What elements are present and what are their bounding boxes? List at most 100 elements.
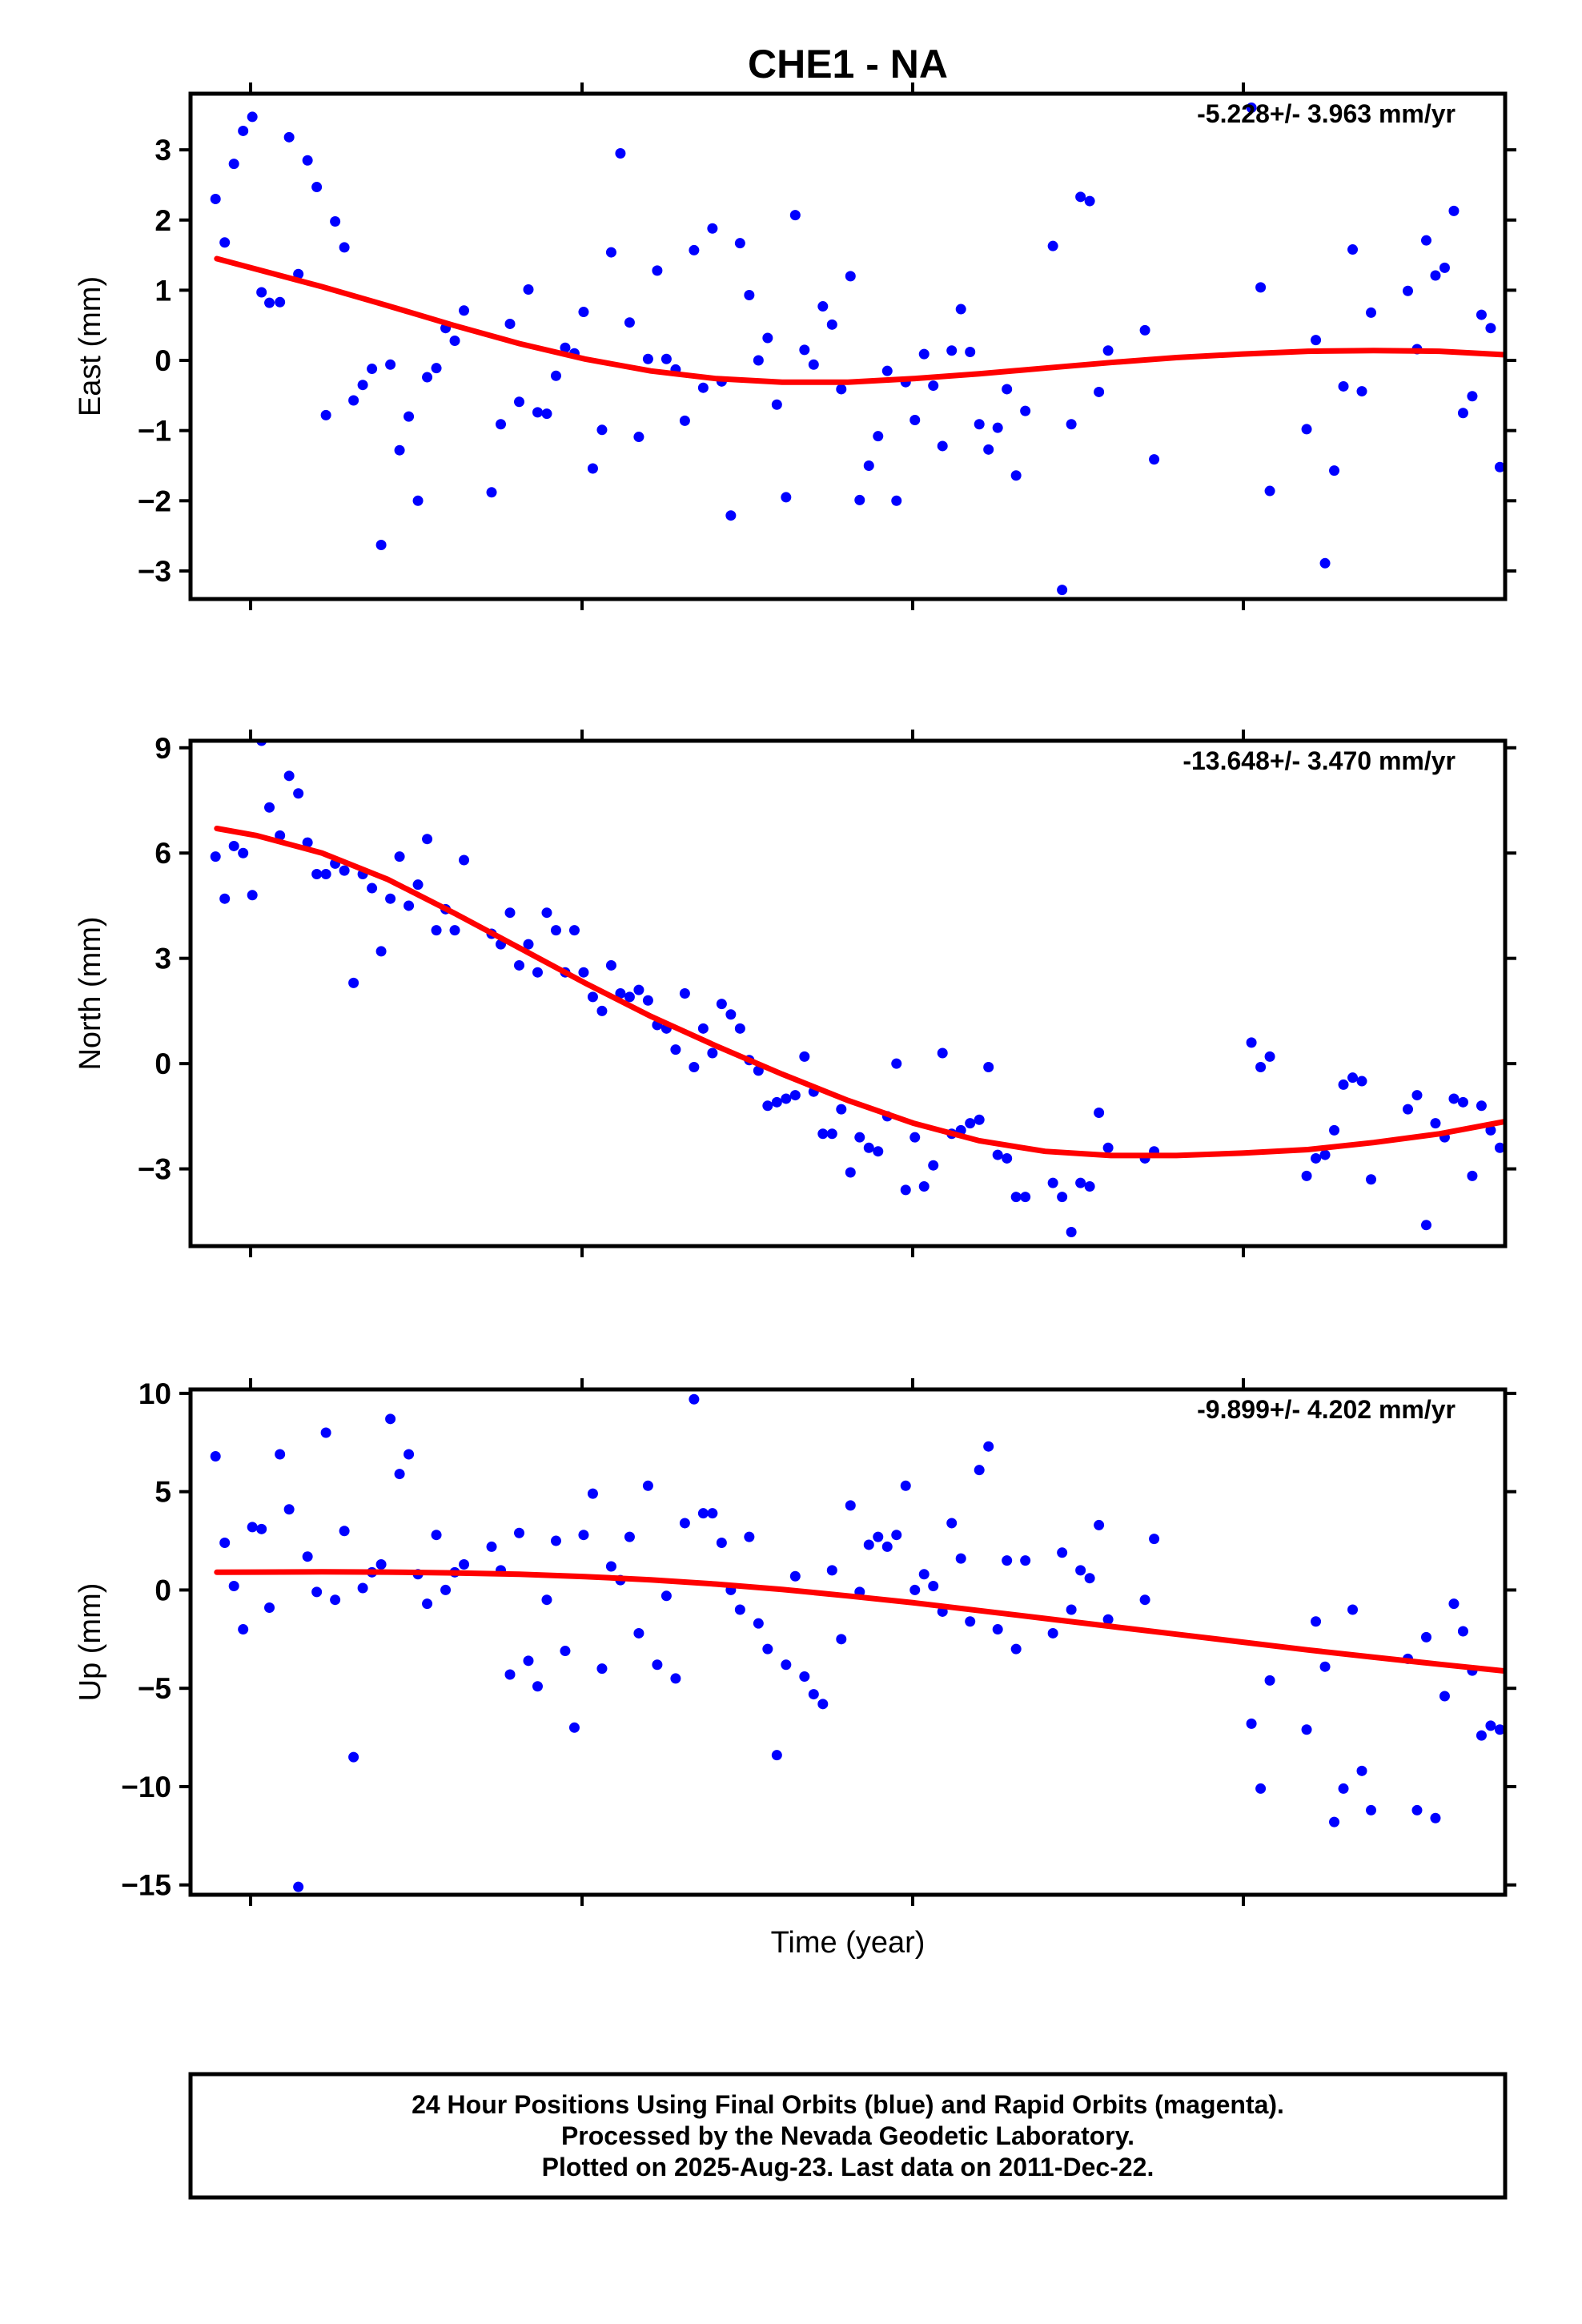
up-data-point (1311, 1616, 1322, 1627)
east-data-point (744, 290, 755, 301)
north-data-point (983, 1062, 994, 1073)
up-data-point (504, 1669, 516, 1680)
east-data-point (283, 131, 295, 143)
east-data-point (689, 244, 700, 255)
up-data-point (983, 1441, 994, 1452)
north-ytick-label: 9 (155, 732, 171, 765)
footer-line-2: Processed by the Nevada Geodetic Laborat… (561, 2121, 1134, 2150)
up-data-point (1439, 1691, 1450, 1702)
east-data-point (385, 359, 396, 370)
up-data-point (808, 1689, 819, 1700)
up-data-point (1047, 1627, 1058, 1638)
up-data-point (845, 1500, 856, 1511)
north-data-point (1020, 1192, 1031, 1203)
up-data-point (514, 1527, 524, 1538)
north-points (210, 741, 1505, 1237)
north-data-point (1402, 1104, 1413, 1115)
east-data-point (881, 365, 893, 376)
up-data-point (928, 1581, 939, 1592)
north-data-point (974, 1114, 985, 1125)
footer-line-3: Plotted on 2025-Aug-23. Last data on 201… (542, 2153, 1154, 2181)
up-data-point (459, 1559, 470, 1570)
east-data-point (781, 492, 792, 503)
up-data-point (679, 1518, 690, 1529)
north-data-point (799, 1051, 810, 1062)
north-frame (188, 738, 1508, 1248)
up-data-point (826, 1565, 837, 1576)
north-data-point (863, 1142, 874, 1153)
up-data-point (753, 1618, 764, 1629)
east-data-point (275, 296, 286, 308)
east-data-point (633, 432, 644, 443)
up-ytick-label: −10 (121, 1771, 171, 1803)
east-data-point (1084, 195, 1095, 207)
up-data-point (1002, 1555, 1013, 1566)
north-ytick-label: 6 (155, 837, 171, 870)
east-data-point (937, 440, 948, 452)
north-data-point (247, 890, 258, 901)
north-data-point (596, 1005, 608, 1016)
north-data-point (707, 1047, 718, 1059)
east-frame (188, 91, 1508, 601)
up-data-point (605, 1561, 616, 1572)
up-data-point (670, 1673, 681, 1684)
east-data-point (955, 304, 966, 315)
east-data-point (449, 335, 460, 346)
up-ytick-label: −5 (138, 1672, 171, 1705)
up-data-point (1457, 1626, 1468, 1637)
up-data-point (781, 1659, 792, 1671)
north-data-point (311, 869, 323, 880)
east-data-point (946, 345, 958, 356)
up-data-point (1139, 1594, 1150, 1606)
east-data-point (578, 307, 589, 318)
north-data-point (689, 1062, 700, 1073)
up-data-point (348, 1751, 359, 1763)
east-data-point (256, 287, 267, 298)
north-data-point (633, 984, 644, 995)
up-data-point (1522, 1662, 1532, 1672)
north-data-point (1075, 1177, 1086, 1188)
up-data-point (1255, 1783, 1267, 1794)
up-data-point (1356, 1765, 1367, 1776)
north-data-point (449, 925, 460, 936)
east-data-point (541, 408, 552, 420)
up-data-point (330, 1594, 341, 1606)
east-data-point (422, 372, 433, 383)
east-data-point (1485, 323, 1496, 334)
up-data-point (486, 1541, 497, 1552)
north-data-point (385, 893, 396, 904)
up-data-point (596, 1663, 608, 1675)
east-data-point (264, 297, 275, 308)
up-data-point (1338, 1783, 1349, 1794)
north-data-point (228, 840, 239, 851)
up-data-point (1476, 1730, 1487, 1741)
up-y-axis-label: Up (mm) (74, 1583, 107, 1702)
east-data-point (928, 380, 939, 392)
north-data-point (854, 1132, 865, 1143)
east-data-point (652, 265, 663, 276)
north-data-point (210, 851, 221, 862)
north-data-point (431, 925, 442, 936)
north-data-point (1094, 1107, 1105, 1118)
east-data-point (817, 301, 829, 312)
east-data-point (1264, 485, 1275, 497)
north-data-point (697, 1023, 709, 1034)
east-data-point (1439, 262, 1450, 273)
north-data-point (1264, 1051, 1275, 1062)
north-data-point (1255, 1062, 1267, 1073)
up-data-point (1485, 1720, 1496, 1731)
up-data-point (1066, 1604, 1077, 1615)
up-rate-label: -9.899+/- 4.202 mm/yr (1197, 1395, 1456, 1424)
north-data-point (789, 1090, 801, 1101)
east-data-point (412, 495, 424, 506)
east-data-point (320, 409, 331, 420)
north-data-point (302, 837, 313, 848)
north-data-point (1476, 1100, 1487, 1112)
north-data-point (375, 946, 387, 957)
up-data-point (918, 1569, 930, 1580)
up-data-point (955, 1553, 966, 1564)
north-data-point (1366, 1174, 1377, 1185)
up-data-point (817, 1699, 829, 1710)
east-data-point (1476, 309, 1487, 320)
east-data-point (504, 318, 516, 329)
